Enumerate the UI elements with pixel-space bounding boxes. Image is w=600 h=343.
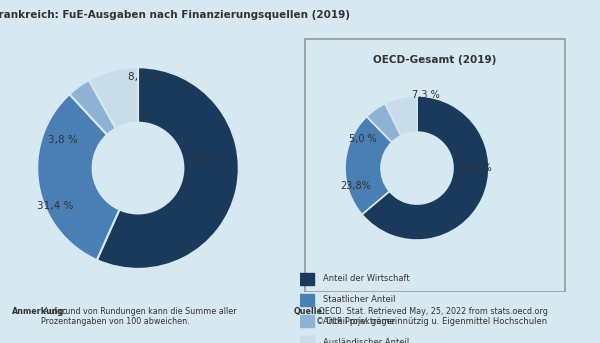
Text: OECD. Stat. Retrieved May, 25, 2022 from stats.oecd.org
© DLR Projekträger: OECD. Stat. Retrieved May, 25, 2022 from… <box>317 307 548 327</box>
Text: 3,8 %: 3,8 % <box>47 135 77 145</box>
Text: Anteil priv. gemeinnützig u. Eigenmittel Hochschulen: Anteil priv. gemeinnützig u. Eigenmittel… <box>323 317 547 326</box>
Text: 31,4 %: 31,4 % <box>37 201 74 211</box>
Wedge shape <box>89 67 138 129</box>
Wedge shape <box>37 94 119 260</box>
Text: 56,7 %: 56,7 % <box>193 155 229 165</box>
Wedge shape <box>362 96 489 240</box>
Text: Ausländischer Anteil: Ausländischer Anteil <box>323 338 409 343</box>
Wedge shape <box>385 96 417 136</box>
Wedge shape <box>97 67 239 269</box>
Bar <box>300 294 314 306</box>
Bar <box>300 273 314 285</box>
Text: Quelle:: Quelle: <box>294 307 326 316</box>
Wedge shape <box>70 80 116 135</box>
Text: Staatlicher Anteil: Staatlicher Anteil <box>323 295 395 305</box>
Text: 8,1 %: 8,1 % <box>128 72 158 82</box>
Text: Anmerkung:: Anmerkung: <box>12 307 68 316</box>
Wedge shape <box>367 104 401 142</box>
Text: OECD-Gesamt (2019): OECD-Gesamt (2019) <box>373 55 497 65</box>
FancyBboxPatch shape <box>305 39 565 292</box>
Text: 23,8%: 23,8% <box>340 181 371 191</box>
Bar <box>300 315 314 327</box>
Wedge shape <box>345 117 392 214</box>
Text: 7,3 %: 7,3 % <box>412 90 440 99</box>
Text: Frankreich: FuE-Ausgaben nach Finanzierungsquellen (2019): Frankreich: FuE-Ausgaben nach Finanzieru… <box>0 10 350 20</box>
Text: 63,8 %: 63,8 % <box>458 163 491 173</box>
Text: Aufgrund von Rundungen kann die Summe aller
Prozentangaben von 100 abweichen.: Aufgrund von Rundungen kann die Summe al… <box>41 307 236 327</box>
Bar <box>300 336 314 343</box>
Text: 5,0 %: 5,0 % <box>349 134 377 144</box>
Text: Anteil der Wirtschaft: Anteil der Wirtschaft <box>323 274 410 283</box>
